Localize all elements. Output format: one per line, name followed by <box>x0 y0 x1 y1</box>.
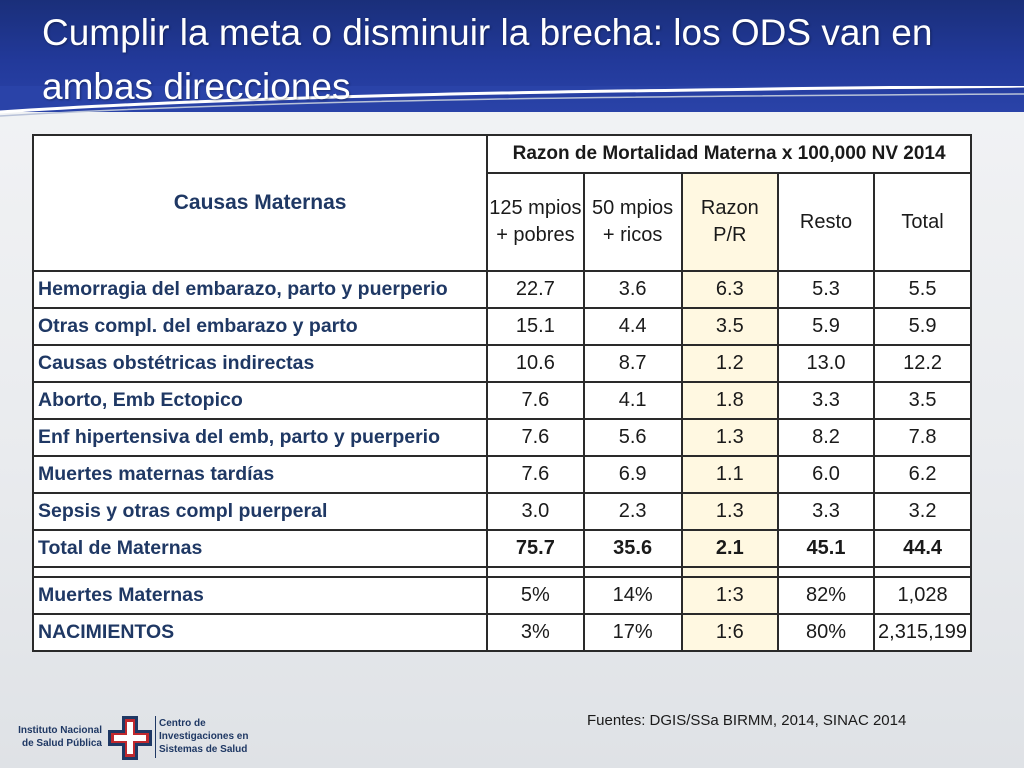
column-header-50-mpios: 50 mpios + ricos <box>582 172 683 272</box>
spacer-row <box>31 566 972 578</box>
cause-label: Total de Maternas <box>31 529 489 568</box>
cell-125-mpios: 7.6 <box>486 455 585 494</box>
cell-resto: 3.3 <box>776 381 876 420</box>
cell-125-mpios: 75.7 <box>486 529 585 568</box>
slide-title: Cumplir la meta o disminuir la brecha: l… <box>42 12 933 107</box>
cause-label: Muertes maternas tardías <box>31 455 489 494</box>
table-row: Hemorragia del embarazo, parto y puerper… <box>31 270 972 309</box>
cell-resto: 5.9 <box>776 307 876 346</box>
cell-50-mpios: 6.9 <box>582 455 683 494</box>
cell-ratio: 1.1 <box>680 455 779 494</box>
insp-logo-text: Instituto Nacional de Salud Pública <box>18 724 102 750</box>
cell-total: 12.2 <box>873 344 972 383</box>
table-row: Causas obstétricas indirectas 10.6 8.7 1… <box>31 344 972 383</box>
cell-total: 44.4 <box>873 529 972 568</box>
ciss-logo-line: Investigaciones en <box>159 731 249 742</box>
spacer-cell <box>776 566 876 578</box>
cause-label: Enf hipertensiva del emb, parto y puerpe… <box>31 418 489 457</box>
column-header-ratio: Razon P/R <box>680 172 779 272</box>
ciss-logo-line: Centro de <box>159 718 206 729</box>
cause-label: Muertes Maternas <box>31 576 489 615</box>
cell-resto: 5.3 <box>776 270 876 309</box>
insp-cross-logo-icon <box>108 716 152 760</box>
summary-row: NACIMIENTOS 3% 17% 1:6 80% 2,315,199 <box>31 613 972 652</box>
maternal-mortality-table: Causas Maternas Razon de Mortalidad Mate… <box>31 134 972 652</box>
cell-resto: 13.0 <box>776 344 876 383</box>
cell-50-mpios: 14% <box>582 576 683 615</box>
insp-logo-line: Instituto Nacional <box>18 725 102 736</box>
table-row: Enf hipertensiva del emb, parto y puerpe… <box>31 418 972 457</box>
cell-ratio: 6.3 <box>680 270 779 309</box>
cell-50-mpios: 4.1 <box>582 381 683 420</box>
cell-125-mpios: 7.6 <box>486 381 585 420</box>
table-row: Aborto, Emb Ectopico 7.6 4.1 1.8 3.3 3.5 <box>31 381 972 420</box>
cell-ratio: 1:3 <box>680 576 779 615</box>
cell-resto: 6.0 <box>776 455 876 494</box>
table-row: Muertes maternas tardías 7.6 6.9 1.1 6.0… <box>31 455 972 494</box>
ciss-logo-text: Centro de Investigaciones en Sistemas de… <box>159 717 269 756</box>
table-row: Otras compl. del embarazo y parto 15.1 4… <box>31 307 972 346</box>
cell-resto: 8.2 <box>776 418 876 457</box>
cell-resto: 3.3 <box>776 492 876 531</box>
cell-total: 3.5 <box>873 381 972 420</box>
spacer-cell <box>680 566 779 578</box>
total-row: Total de Maternas 75.7 35.6 2.1 45.1 44.… <box>31 529 972 568</box>
cell-125-mpios: 22.7 <box>486 270 585 309</box>
cell-total: 7.8 <box>873 418 972 457</box>
cell-total: 2,315,199 <box>873 613 972 652</box>
cell-125-mpios: 15.1 <box>486 307 585 346</box>
cause-label: Sepsis y otras compl puerperal <box>31 492 489 531</box>
ciss-logo-line: Sistemas de Salud <box>159 744 248 755</box>
spacer-cell <box>873 566 972 578</box>
column-header-total: Total <box>873 172 972 272</box>
cell-ratio: 1.3 <box>680 418 779 457</box>
cell-125-mpios: 5% <box>486 576 585 615</box>
logo-divider <box>155 716 156 758</box>
cell-resto: 45.1 <box>776 529 876 568</box>
column-header-resto: Resto <box>776 172 876 272</box>
cell-resto: 82% <box>776 576 876 615</box>
table-row: Sepsis y otras compl puerperal 3.0 2.3 1… <box>31 492 972 531</box>
cell-50-mpios: 35.6 <box>582 529 683 568</box>
cell-50-mpios: 5.6 <box>582 418 683 457</box>
cell-ratio: 2.1 <box>680 529 779 568</box>
cell-ratio: 1:6 <box>680 613 779 652</box>
cause-label: NACIMIENTOS <box>31 613 489 652</box>
cell-125-mpios: 3% <box>486 613 585 652</box>
insp-logo-line: de Salud Pública <box>21 738 102 749</box>
cause-column-header: Causas Maternas <box>31 134 489 272</box>
cell-total: 5.9 <box>873 307 972 346</box>
cell-total: 3.2 <box>873 492 972 531</box>
spacer-cell <box>486 566 585 578</box>
summary-row: Muertes Maternas 5% 14% 1:3 82% 1,028 <box>31 576 972 615</box>
spacer-cell <box>582 566 683 578</box>
cause-label: Otras compl. del embarazo y parto <box>31 307 489 346</box>
cell-50-mpios: 2.3 <box>582 492 683 531</box>
cell-125-mpios: 3.0 <box>486 492 585 531</box>
cell-50-mpios: 4.4 <box>582 307 683 346</box>
cell-ratio: 1.8 <box>680 381 779 420</box>
sources-note: Fuentes: DGIS/SSa BIRMM, 2014, SINAC 201… <box>587 712 907 729</box>
cell-total: 5.5 <box>873 270 972 309</box>
cell-ratio: 1.3 <box>680 492 779 531</box>
spacer-cell <box>31 566 489 578</box>
header-curve-decoration <box>0 86 1024 117</box>
column-header-125-mpios: 125 mpios + pobres <box>486 172 585 272</box>
cause-label: Aborto, Emb Ectopico <box>31 381 489 420</box>
cell-50-mpios: 3.6 <box>582 270 683 309</box>
cell-ratio: 1.2 <box>680 344 779 383</box>
cell-125-mpios: 10.6 <box>486 344 585 383</box>
cell-125-mpios: 7.6 <box>486 418 585 457</box>
cell-resto: 80% <box>776 613 876 652</box>
cell-ratio: 3.5 <box>680 307 779 346</box>
cell-50-mpios: 17% <box>582 613 683 652</box>
cell-50-mpios: 8.7 <box>582 344 683 383</box>
cause-label: Causas obstétricas indirectas <box>31 344 489 383</box>
cell-total: 1,028 <box>873 576 972 615</box>
cell-total: 6.2 <box>873 455 972 494</box>
group-header: Razon de Mortalidad Materna x 100,000 NV… <box>486 134 972 174</box>
cause-label: Hemorragia del embarazo, parto y puerper… <box>31 270 489 309</box>
